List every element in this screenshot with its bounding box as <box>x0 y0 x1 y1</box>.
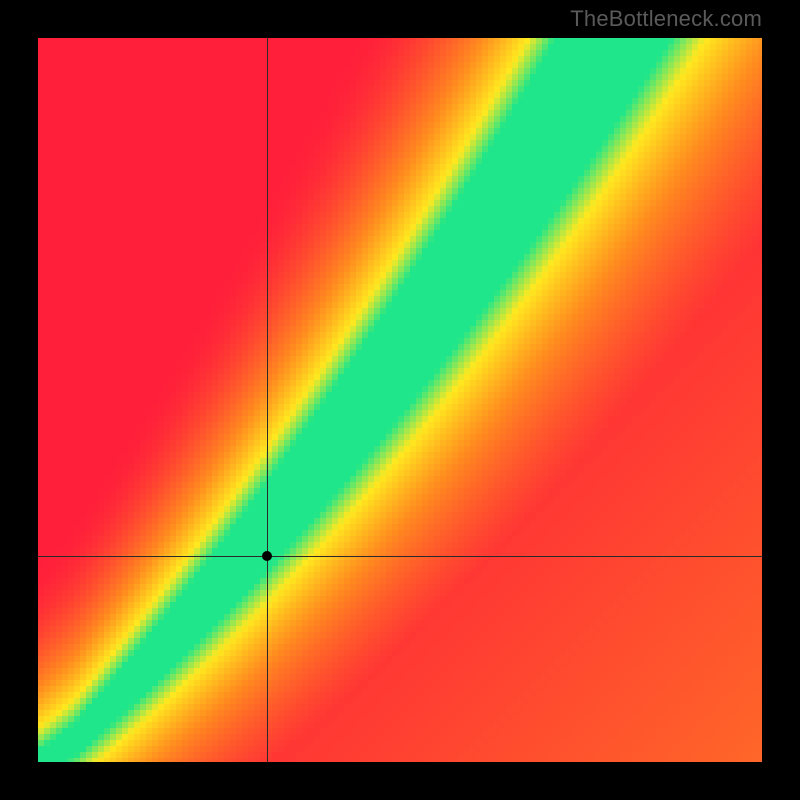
heatmap-canvas <box>38 38 762 762</box>
crosshair-marker <box>262 551 272 561</box>
crosshair-vertical <box>267 38 268 762</box>
heatmap-plot <box>38 38 762 762</box>
watermark-text: TheBottleneck.com <box>570 6 762 32</box>
crosshair-horizontal <box>38 556 762 557</box>
figure-container: TheBottleneck.com <box>0 0 800 800</box>
